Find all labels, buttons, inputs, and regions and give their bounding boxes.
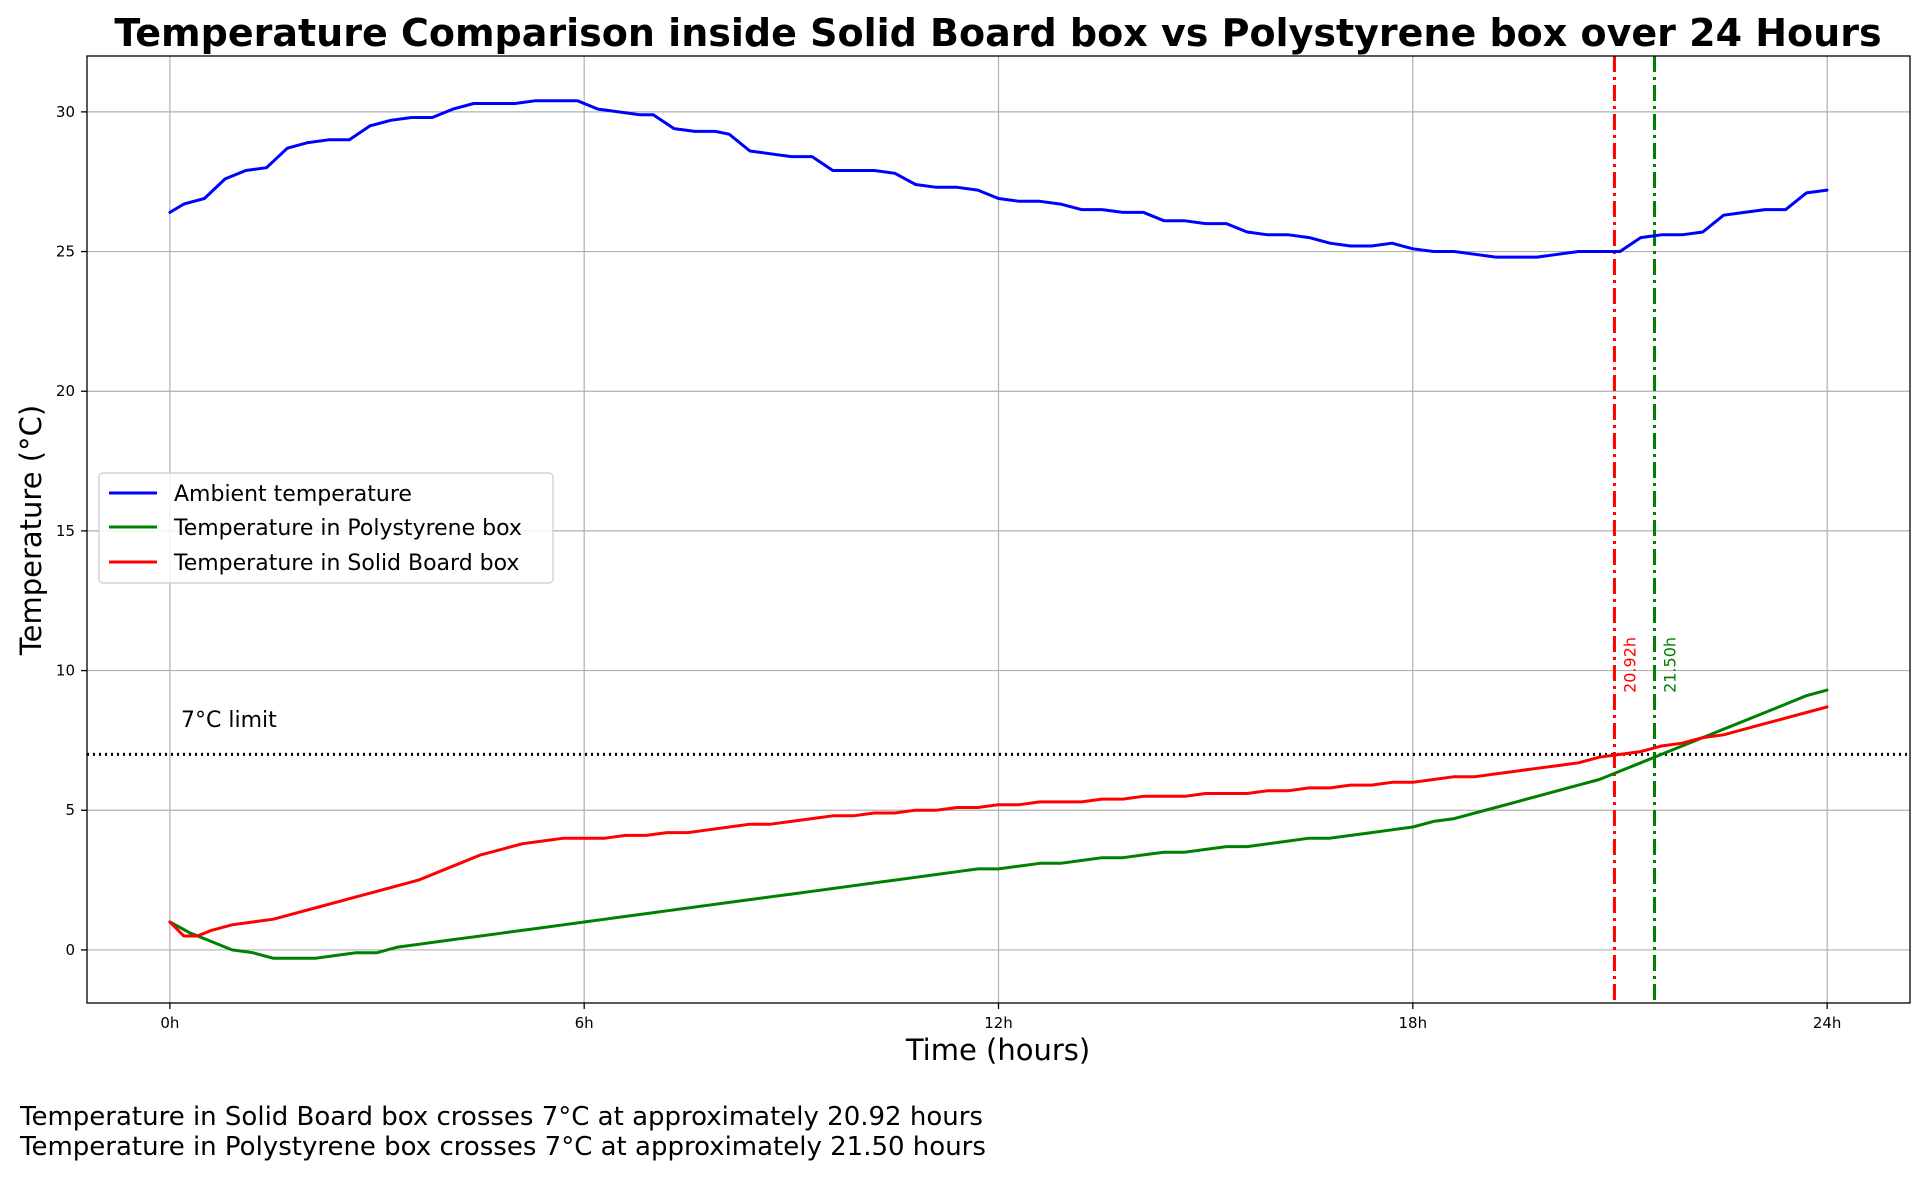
x-tick-label: 24h xyxy=(1813,1014,1842,1032)
axis-ticks: 0h 6h 12h 18h 24h 0 5 10 15 20 25 30 xyxy=(56,103,1842,1032)
legend: Ambient temperature Temperature in Polys… xyxy=(98,472,554,584)
series-line-temperature-in-polystyrene-box xyxy=(168,688,1829,960)
y-tick-label: 10 xyxy=(56,662,75,680)
y-tick-label: 0 xyxy=(65,941,75,959)
x-axis-label: Time (hours) xyxy=(905,1033,1090,1067)
reference-lines: 20.92h 21.50h xyxy=(87,56,1910,1003)
y-tick-label: 5 xyxy=(65,801,75,819)
footnotes: Temperature in Solid Board box crosses 7… xyxy=(20,1102,986,1162)
series-lines xyxy=(168,99,1829,960)
legend-label-ambient: Ambient temperature xyxy=(174,482,412,507)
footnote-solid-board: Temperature in Solid Board box crosses 7… xyxy=(20,1102,983,1132)
crossing-label-20-92h: 20.92h xyxy=(1620,637,1639,693)
limit-annotation: 7°C limit xyxy=(181,708,277,733)
y-tick-label: 25 xyxy=(56,243,75,261)
y-tick-label: 30 xyxy=(56,103,75,121)
series-line-temperature-in-solid-board-box xyxy=(168,705,1829,938)
legend-label-polystyrene: Temperature in Polystyrene box xyxy=(173,516,522,541)
y-tick-label: 20 xyxy=(56,382,75,400)
y-axis-label: Temperature (°C) xyxy=(14,405,48,656)
legend-label-solid-board: Temperature in Solid Board box xyxy=(173,551,519,576)
legend-box xyxy=(98,472,554,584)
x-tick-label: 6h xyxy=(575,1014,594,1032)
crossing-label-21-50h: 21.50h xyxy=(1661,637,1680,693)
y-tick-label: 15 xyxy=(56,522,75,540)
chart-title: Temperature Comparison inside Solid Boar… xyxy=(114,11,1881,55)
x-tick-label: 18h xyxy=(1399,1014,1428,1032)
series-line-ambient-temperature xyxy=(168,99,1829,259)
x-tick-label: 0h xyxy=(160,1014,179,1032)
x-tick-label: 12h xyxy=(984,1014,1013,1032)
footnote-polystyrene: Temperature in Polystyrene box crosses 7… xyxy=(20,1132,986,1162)
